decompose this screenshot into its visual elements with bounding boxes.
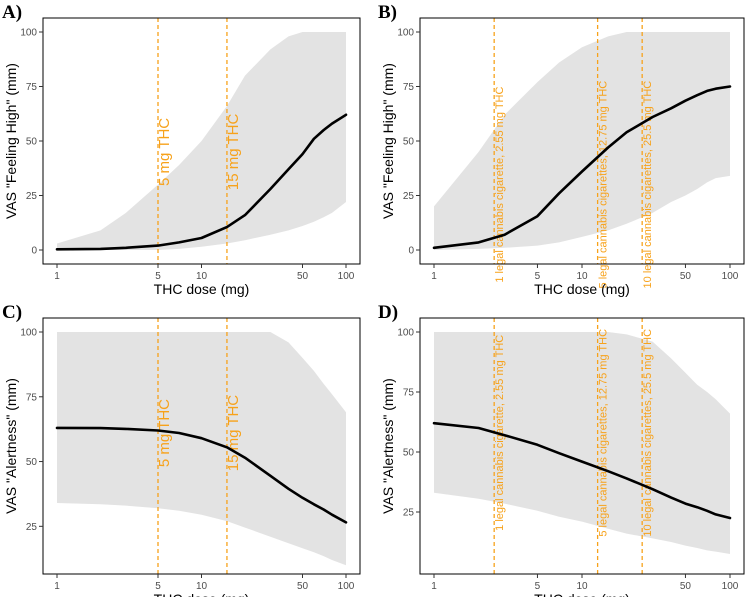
confidence-band — [57, 32, 346, 250]
estimate-line — [432, 421, 732, 520]
chart-panel-d: D)1 legal cannabis cigarette, 2.55 mg TH… — [378, 302, 745, 597]
estimate-line — [55, 426, 348, 524]
x-tick-label: 1 — [431, 581, 437, 592]
y-axis-title: VAS "Alertness" (mm) — [380, 378, 396, 514]
x-tick-label: 1 — [54, 581, 60, 592]
y-tick-label: 50 — [26, 457, 38, 468]
x-tick-label: 100 — [338, 581, 355, 592]
reference-line-label: 5 mg THC — [156, 399, 173, 467]
estimate-line — [55, 113, 348, 251]
y-axis-title: VAS "Feeling High" (mm) — [3, 63, 19, 219]
y-tick-label: 50 — [26, 137, 38, 148]
x-axis-title: THC dose (mg) — [154, 281, 250, 297]
reference-line-label: 5 mg THC — [156, 118, 173, 186]
reference-line-label: 15 mg THC — [225, 114, 242, 191]
y-tick-label: 25 — [403, 191, 415, 202]
confidence-band — [434, 32, 730, 250]
chart-panel-c: C) 5 mg THC 15 mg THC 1 5 10 50 100 25 50 75 100 THC… — [2, 302, 361, 597]
x-tick-label: 5 — [155, 581, 161, 592]
y-axis-title: VAS "Feeling High" (mm) — [380, 63, 396, 219]
y-tick-label: 0 — [31, 246, 37, 257]
panel-letter: C) — [2, 302, 22, 323]
chart-panel-b: B) 1 legal cannabis cigarette, 2.55 mg TH… — [378, 2, 745, 297]
x-tick-label: 50 — [680, 271, 692, 282]
x-tick-label: 50 — [297, 581, 309, 592]
confidence-band — [434, 332, 730, 554]
y-tick-label: 75 — [26, 82, 38, 93]
y-tick-label: 25 — [26, 191, 38, 202]
x-tick-label: 1 — [54, 271, 60, 282]
y-tick-label: 100 — [20, 28, 37, 39]
y-tick-label: 25 — [403, 508, 415, 519]
x-tick-label: 100 — [722, 271, 739, 282]
x-axis-title: THC dose (mg) — [534, 591, 630, 597]
x-tick-label: 10 — [196, 271, 208, 282]
estimate-line — [432, 85, 732, 250]
x-tick-label: 50 — [297, 271, 309, 282]
x-tick-label: 5 — [535, 271, 541, 282]
x-tick-label: 1 — [431, 271, 437, 282]
y-tick-label: 100 — [397, 28, 414, 39]
reference-line-label: 15 mg THC — [225, 395, 242, 472]
x-axis-title: THC dose (mg) — [534, 281, 630, 297]
confidence-band — [57, 332, 346, 566]
x-tick-label: 100 — [338, 271, 355, 282]
chart-panel-a: A) 5 mg THC 15 mg THC 1 5 10 50 100 0 25 50 75 100 TH… — [2, 2, 361, 297]
reference-line-label: 1 legal cannabis cigarette, 2.55 mg THC — [494, 87, 506, 283]
x-tick-label: 50 — [680, 581, 692, 592]
reference-line-label: 10 legal cannabis cigarettes, 25.5 mg TH… — [642, 329, 654, 537]
reference-line-label: 5 legal cannabis cigarettes, 12.75 mg TH… — [597, 329, 609, 537]
x-tick-label: 10 — [576, 271, 588, 282]
y-tick-label: 25 — [26, 522, 38, 533]
panel-letter: B) — [378, 2, 397, 23]
x-tick-label: 5 — [535, 581, 541, 592]
y-tick-label: 50 — [403, 448, 415, 459]
reference-line-label: 5 legal cannabis cigarettes, 12.75 mg TH… — [597, 81, 609, 289]
panel-letter: D) — [378, 302, 398, 323]
y-tick-label: 100 — [20, 328, 37, 339]
x-tick-label: 10 — [576, 581, 588, 592]
y-tick-label: 0 — [408, 246, 414, 257]
y-tick-label: 75 — [403, 388, 415, 399]
y-tick-label: 75 — [26, 392, 38, 403]
y-axis-title: VAS "Alertness" (mm) — [3, 378, 19, 514]
x-tick-label: 5 — [155, 271, 161, 282]
x-axis-title: THC dose (mg) — [154, 591, 250, 597]
x-tick-label: 100 — [722, 581, 739, 592]
y-tick-label: 100 — [397, 328, 414, 339]
y-tick-label: 50 — [403, 137, 415, 148]
y-tick-label: 75 — [403, 82, 415, 93]
x-tick-label: 10 — [196, 581, 208, 592]
panel-letter: A) — [2, 2, 22, 23]
reference-line-label: 10 legal cannabis cigarettes, 25.5 mg TH… — [642, 81, 654, 289]
